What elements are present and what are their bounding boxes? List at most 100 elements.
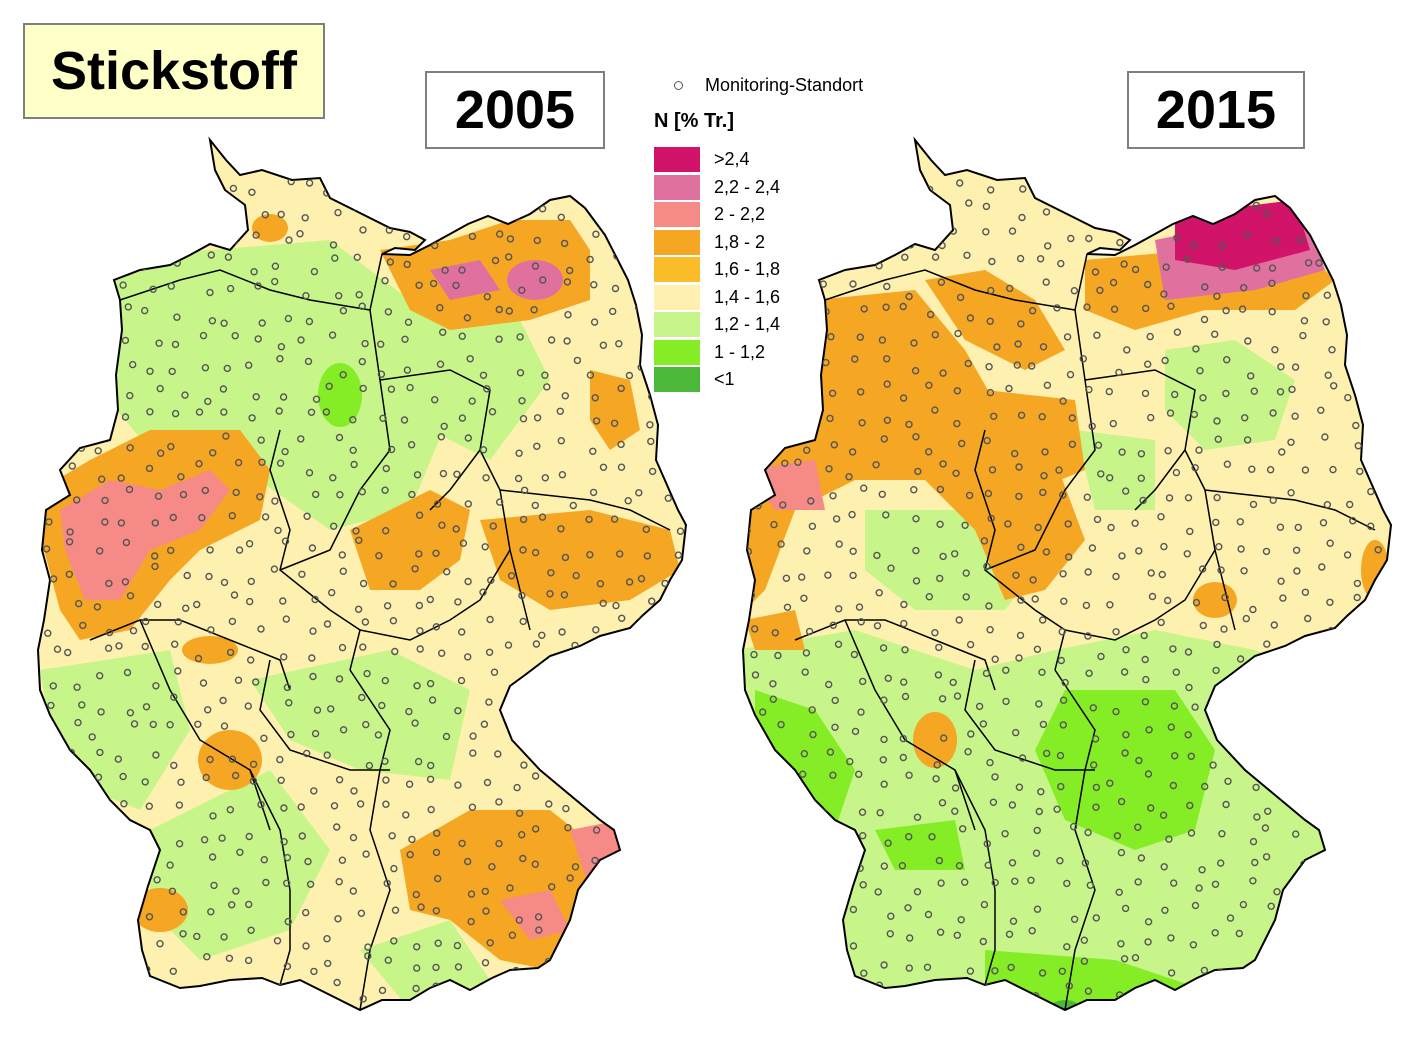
monitoring-site-marker [481,543,489,551]
monitoring-site-marker [808,706,816,714]
monitoring-site-marker [234,458,243,467]
monitoring-site-marker [797,881,806,890]
monitoring-site-marker [453,941,462,950]
monitoring-site-marker [1137,992,1145,1000]
monitoring-site-marker [1165,835,1173,843]
monitoring-site-marker [873,551,881,560]
monitoring-site-marker [1331,153,1339,161]
monitoring-site-marker [926,310,935,319]
monitoring-site-marker [246,656,255,664]
monitoring-site-marker [303,512,311,520]
monitoring-site-marker [1324,797,1332,805]
monitoring-site-marker [495,335,503,343]
monitoring-site-marker [747,406,755,414]
monitoring-site-marker [232,887,240,895]
monitoring-site-marker [92,342,101,350]
monitoring-site-marker [1223,984,1231,993]
monitoring-site-marker [1222,152,1230,161]
monitoring-site-marker [663,839,671,847]
monitoring-site-marker [798,906,806,915]
monitoring-site-marker [1353,291,1361,300]
monitoring-site-marker [349,446,357,454]
monitoring-site-marker [777,1022,783,1028]
monitoring-site-marker [1091,268,1100,276]
monitoring-site-marker [1015,654,1023,662]
monitoring-site-marker [38,601,46,609]
monitoring-site-marker [232,488,240,497]
monitoring-site-marker [1164,447,1172,455]
monitoring-site-marker [1131,231,1140,239]
monitoring-site-marker [1056,200,1064,209]
monitoring-site-marker [203,953,211,961]
monitoring-site-marker [285,236,293,244]
monitoring-site-marker [1169,645,1177,653]
monitoring-site-marker [953,931,962,939]
monitoring-site-marker [124,303,133,311]
monitoring-site-marker [1291,363,1300,371]
monitoring-site-marker [505,253,513,261]
monitoring-site-marker [1279,594,1287,602]
monitoring-site-marker [440,422,448,430]
monitoring-site-marker [639,230,647,239]
monitoring-site-marker [1304,735,1312,743]
monitoring-site-marker [803,827,812,835]
monitoring-site-marker [167,442,175,451]
monitoring-site-marker [1135,756,1143,765]
monitoring-site-marker [177,473,185,481]
monitoring-site-marker [854,770,863,778]
monitoring-site-marker [564,824,572,832]
monitoring-site-marker [1112,572,1120,581]
monitoring-site-marker [1060,597,1068,605]
monitoring-site-marker [880,862,889,870]
monitoring-site-marker [390,864,398,873]
monitoring-site-marker [1382,785,1391,793]
monitoring-site-marker [104,186,112,195]
monitoring-site-marker [597,748,605,757]
monitoring-site-marker [1330,382,1338,390]
monitoring-site-marker [306,880,315,888]
monitoring-site-marker [1113,174,1121,182]
monitoring-site-marker [886,930,895,938]
monitoring-site-marker [803,934,811,942]
monitoring-site-marker [515,449,523,457]
monitoring-site-marker [75,853,83,861]
monitoring-site-marker [774,651,782,660]
monitoring-site-marker [1120,260,1128,268]
monitoring-site-marker [1028,362,1036,370]
monitoring-site-marker [673,262,681,270]
monitoring-site-marker [831,723,839,731]
monitoring-site-marker [797,573,806,581]
monitoring-site-marker [931,406,939,414]
monitoring-site-marker [195,408,204,416]
monitoring-site-marker [1147,569,1155,577]
monitoring-site-marker [1211,880,1220,888]
monitoring-site-marker [483,778,492,787]
monitoring-site-marker [273,937,282,945]
monitoring-site-marker [382,776,390,784]
monitoring-site-marker [1238,305,1247,313]
monitoring-site-marker [270,565,279,573]
monitoring-site-marker [1029,576,1037,584]
monitoring-site-marker [168,1008,176,1010]
monitoring-site-marker [428,696,437,704]
monitoring-site-marker [415,281,423,290]
monitoring-site-marker [1160,863,1168,871]
monitoring-site-marker [1323,501,1332,509]
monitoring-site-marker [480,720,489,728]
monitoring-site-marker [1171,390,1179,399]
monitoring-site-marker [957,439,966,448]
monitoring-site-marker [819,808,828,816]
monitoring-site-marker [276,755,284,764]
monitoring-site-marker [674,618,682,626]
monitoring-site-marker [1341,823,1349,831]
monitoring-site-marker [312,395,321,403]
monitoring-site-marker [1057,259,1065,268]
monitoring-site-marker [1271,988,1279,997]
monitoring-site-marker [515,187,523,195]
monitoring-site-marker [986,317,994,326]
monitoring-site-marker [53,645,62,653]
monitoring-site-marker [245,540,254,548]
monitoring-site-marker [1374,181,1383,190]
monitoring-site-marker [988,466,997,474]
monitoring-site-marker [436,360,445,368]
